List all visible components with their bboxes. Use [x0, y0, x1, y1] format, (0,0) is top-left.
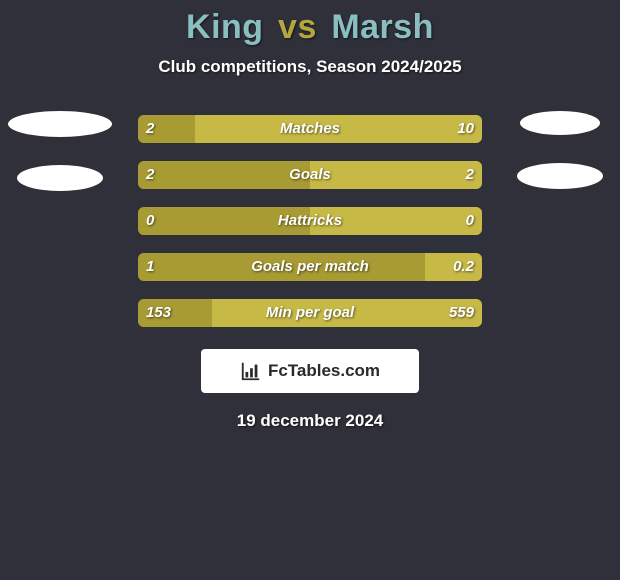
title-left-name: King	[186, 8, 264, 47]
stat-label: Matches	[138, 115, 482, 143]
team-badge	[517, 163, 603, 189]
title-vs-word: vs	[278, 8, 317, 47]
title-row: King vs Marsh	[0, 0, 620, 47]
stat-row: 10.2Goals per match	[138, 253, 482, 281]
comparison-bars: 210Matches 22Goals 00Hattricks 10.2Goals pe…	[138, 115, 482, 327]
brand-text: FcTables.com	[268, 361, 380, 381]
stat-row: 210Matches	[138, 115, 482, 143]
stat-row: 22Goals	[138, 161, 482, 189]
stat-label: Goals	[138, 161, 482, 189]
subtitle: Club competitions, Season 2024/2025	[0, 57, 620, 77]
brand-badge: FcTables.com	[201, 349, 419, 393]
title-right-name: Marsh	[331, 8, 434, 47]
comparison-area: 210Matches 22Goals 00Hattricks 10.2Goals pe…	[0, 115, 620, 327]
stat-label: Goals per match	[138, 253, 482, 281]
comparison-infographic: King vs Marsh Club competitions, Season …	[0, 0, 620, 580]
stat-row: 153559Min per goal	[138, 299, 482, 327]
right-team-badges	[500, 111, 620, 189]
chart-icon	[240, 360, 262, 382]
team-badge	[520, 111, 600, 135]
left-team-badges	[0, 111, 120, 191]
team-badge	[8, 111, 112, 137]
stat-label: Min per goal	[138, 299, 482, 327]
team-badge	[17, 165, 103, 191]
stat-row: 00Hattricks	[138, 207, 482, 235]
date-text: 19 december 2024	[0, 411, 620, 431]
stat-label: Hattricks	[138, 207, 482, 235]
